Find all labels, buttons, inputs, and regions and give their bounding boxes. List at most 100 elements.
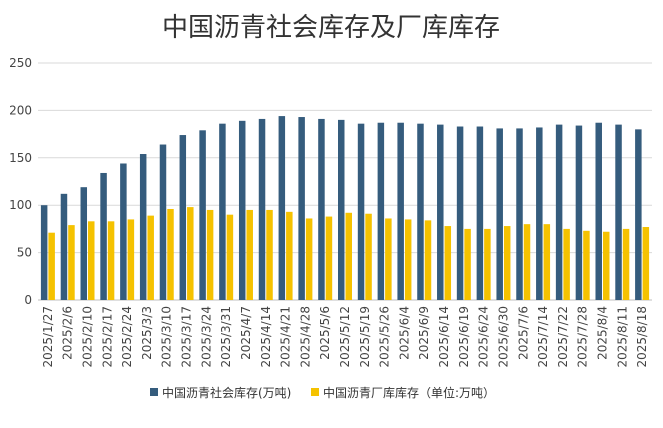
legend-label: 中国沥青社会库存(万吨): [162, 385, 291, 400]
bar-factory-inventory: [424, 220, 432, 300]
bars: [40, 116, 650, 301]
bar-factory-inventory: [464, 228, 471, 300]
y-tick-label: 150: [9, 151, 32, 165]
bar-factory-inventory: [543, 224, 551, 300]
x-tick-label: 2025/4/21: [279, 306, 293, 368]
y-tick-label: 250: [9, 56, 32, 70]
bar-social-inventory: [60, 193, 68, 300]
bar-social-inventory: [575, 125, 583, 301]
legend-swatch: [311, 388, 319, 396]
bar-factory-inventory: [385, 218, 392, 300]
bar-factory-inventory: [404, 219, 412, 300]
x-tick-label: 2025/7/14: [536, 306, 550, 368]
x-tick-label: 2025/3/10: [160, 306, 174, 368]
bar-factory-inventory: [523, 224, 531, 300]
y-tick-label: 50: [17, 246, 32, 260]
x-tick-label: 2025/3/24: [199, 306, 213, 368]
x-tick-label: 2025/7/28: [576, 306, 590, 368]
x-tick-label: 2025/8/4: [595, 306, 609, 360]
bar-social-inventory: [377, 122, 385, 300]
bar-social-inventory: [456, 126, 464, 301]
x-tick-label: 2025/4/7: [239, 306, 253, 360]
x-tick-label: 2025/6/30: [496, 306, 510, 368]
x-tick-label: 2025/4/14: [259, 306, 273, 368]
x-tick-label: 2025/5/6: [318, 306, 332, 360]
bar-social-inventory: [615, 124, 622, 301]
bar-social-inventory: [258, 118, 266, 300]
bar-social-inventory: [476, 126, 484, 301]
bar-social-inventory: [496, 128, 503, 300]
bar-social-inventory: [595, 122, 602, 300]
x-tick-label: 2025/3/31: [219, 306, 233, 368]
bar-factory-inventory: [345, 212, 352, 300]
bar-social-inventory: [199, 130, 206, 300]
bar-social-inventory: [318, 118, 325, 300]
bar-social-inventory: [516, 128, 523, 300]
bar-social-inventory: [238, 120, 246, 300]
bar-social-inventory: [40, 205, 48, 300]
y-tick-label: 200: [9, 103, 32, 117]
x-tick-label: 2025/4/28: [298, 306, 312, 368]
x-tick-label: 2025/1/27: [41, 306, 55, 368]
bar-factory-inventory: [305, 218, 313, 300]
x-tick-label: 2025/5/26: [378, 306, 392, 368]
bar-factory-inventory: [127, 219, 135, 300]
x-tick-label: 2025/6/14: [437, 306, 451, 368]
bar-factory-inventory: [444, 226, 452, 300]
bar-factory-inventory: [642, 227, 650, 300]
bar-factory-inventory: [583, 230, 590, 300]
x-tick-label: 2025/7/22: [556, 306, 570, 368]
y-tick-label: 0: [24, 293, 32, 307]
x-tick-label: 2025/2/17: [100, 306, 114, 368]
bar-social-inventory: [417, 123, 424, 300]
legend: 中国沥青社会库存(万吨) 中国沥青厂库库存（单位:万吨）: [150, 385, 495, 400]
x-tick-label: 2025/6/4: [397, 306, 411, 360]
bar-factory-inventory: [365, 213, 372, 300]
bar-factory-inventory: [563, 228, 570, 300]
bar-social-inventory: [100, 172, 107, 300]
bar-factory-inventory: [602, 231, 610, 300]
bar-factory-inventory: [484, 228, 491, 300]
bar-factory-inventory: [325, 216, 333, 300]
x-tick-label: 2025/5/19: [358, 306, 372, 368]
bar-social-inventory: [437, 124, 444, 301]
chart-title: 中国沥青社会库存及厂库库存: [162, 13, 500, 43]
bar-factory-inventory: [503, 226, 511, 300]
bar-factory-inventory: [226, 214, 234, 300]
bar-social-inventory: [338, 119, 345, 300]
legend-label: 中国沥青厂库库存（单位:万吨）: [323, 385, 495, 400]
bar-social-inventory: [555, 124, 563, 301]
x-tick-label: 2025/3/17: [180, 306, 194, 368]
bar-social-inventory: [80, 187, 88, 300]
x-tick-label: 2025/8/11: [615, 306, 629, 368]
bar-factory-inventory: [246, 209, 253, 300]
x-tick-label: 2025/6/19: [457, 306, 471, 368]
bar-factory-inventory: [107, 221, 115, 300]
bar-social-inventory: [298, 117, 305, 300]
y-tick-label: 100: [9, 198, 32, 212]
x-tick-label: 2025/2/6: [61, 306, 75, 360]
bar-social-inventory: [120, 163, 127, 300]
bar-social-inventory: [635, 129, 642, 300]
bar-factory-inventory: [266, 209, 273, 300]
bar-social-inventory: [219, 123, 226, 300]
x-tick-label: 2025/2/10: [81, 306, 95, 368]
bar-factory-inventory: [206, 209, 214, 300]
legend-swatch: [150, 388, 158, 396]
x-tick-label: 2025/7/6: [516, 306, 530, 360]
x-axis-ticks: 2025/1/27 2025/2/6 2025/2/10 2025/2/17 2025/…: [41, 306, 649, 368]
bar-factory-inventory: [88, 221, 95, 300]
bar-factory-inventory: [167, 208, 174, 300]
bar-social-inventory: [179, 135, 187, 300]
x-tick-label: 2025/6/9: [417, 306, 431, 360]
y-axis-ticks: 0 50 100 150 200 250: [9, 56, 32, 307]
x-tick-label: 2025/2/24: [120, 306, 134, 368]
bar-social-inventory: [278, 116, 286, 300]
bar-social-inventory: [536, 127, 543, 301]
x-tick-label: 2025/8/18: [635, 306, 649, 368]
bar-factory-inventory: [147, 215, 154, 300]
x-tick-label: 2025/3/3: [140, 306, 154, 360]
x-tick-label: 2025/5/12: [338, 306, 352, 368]
